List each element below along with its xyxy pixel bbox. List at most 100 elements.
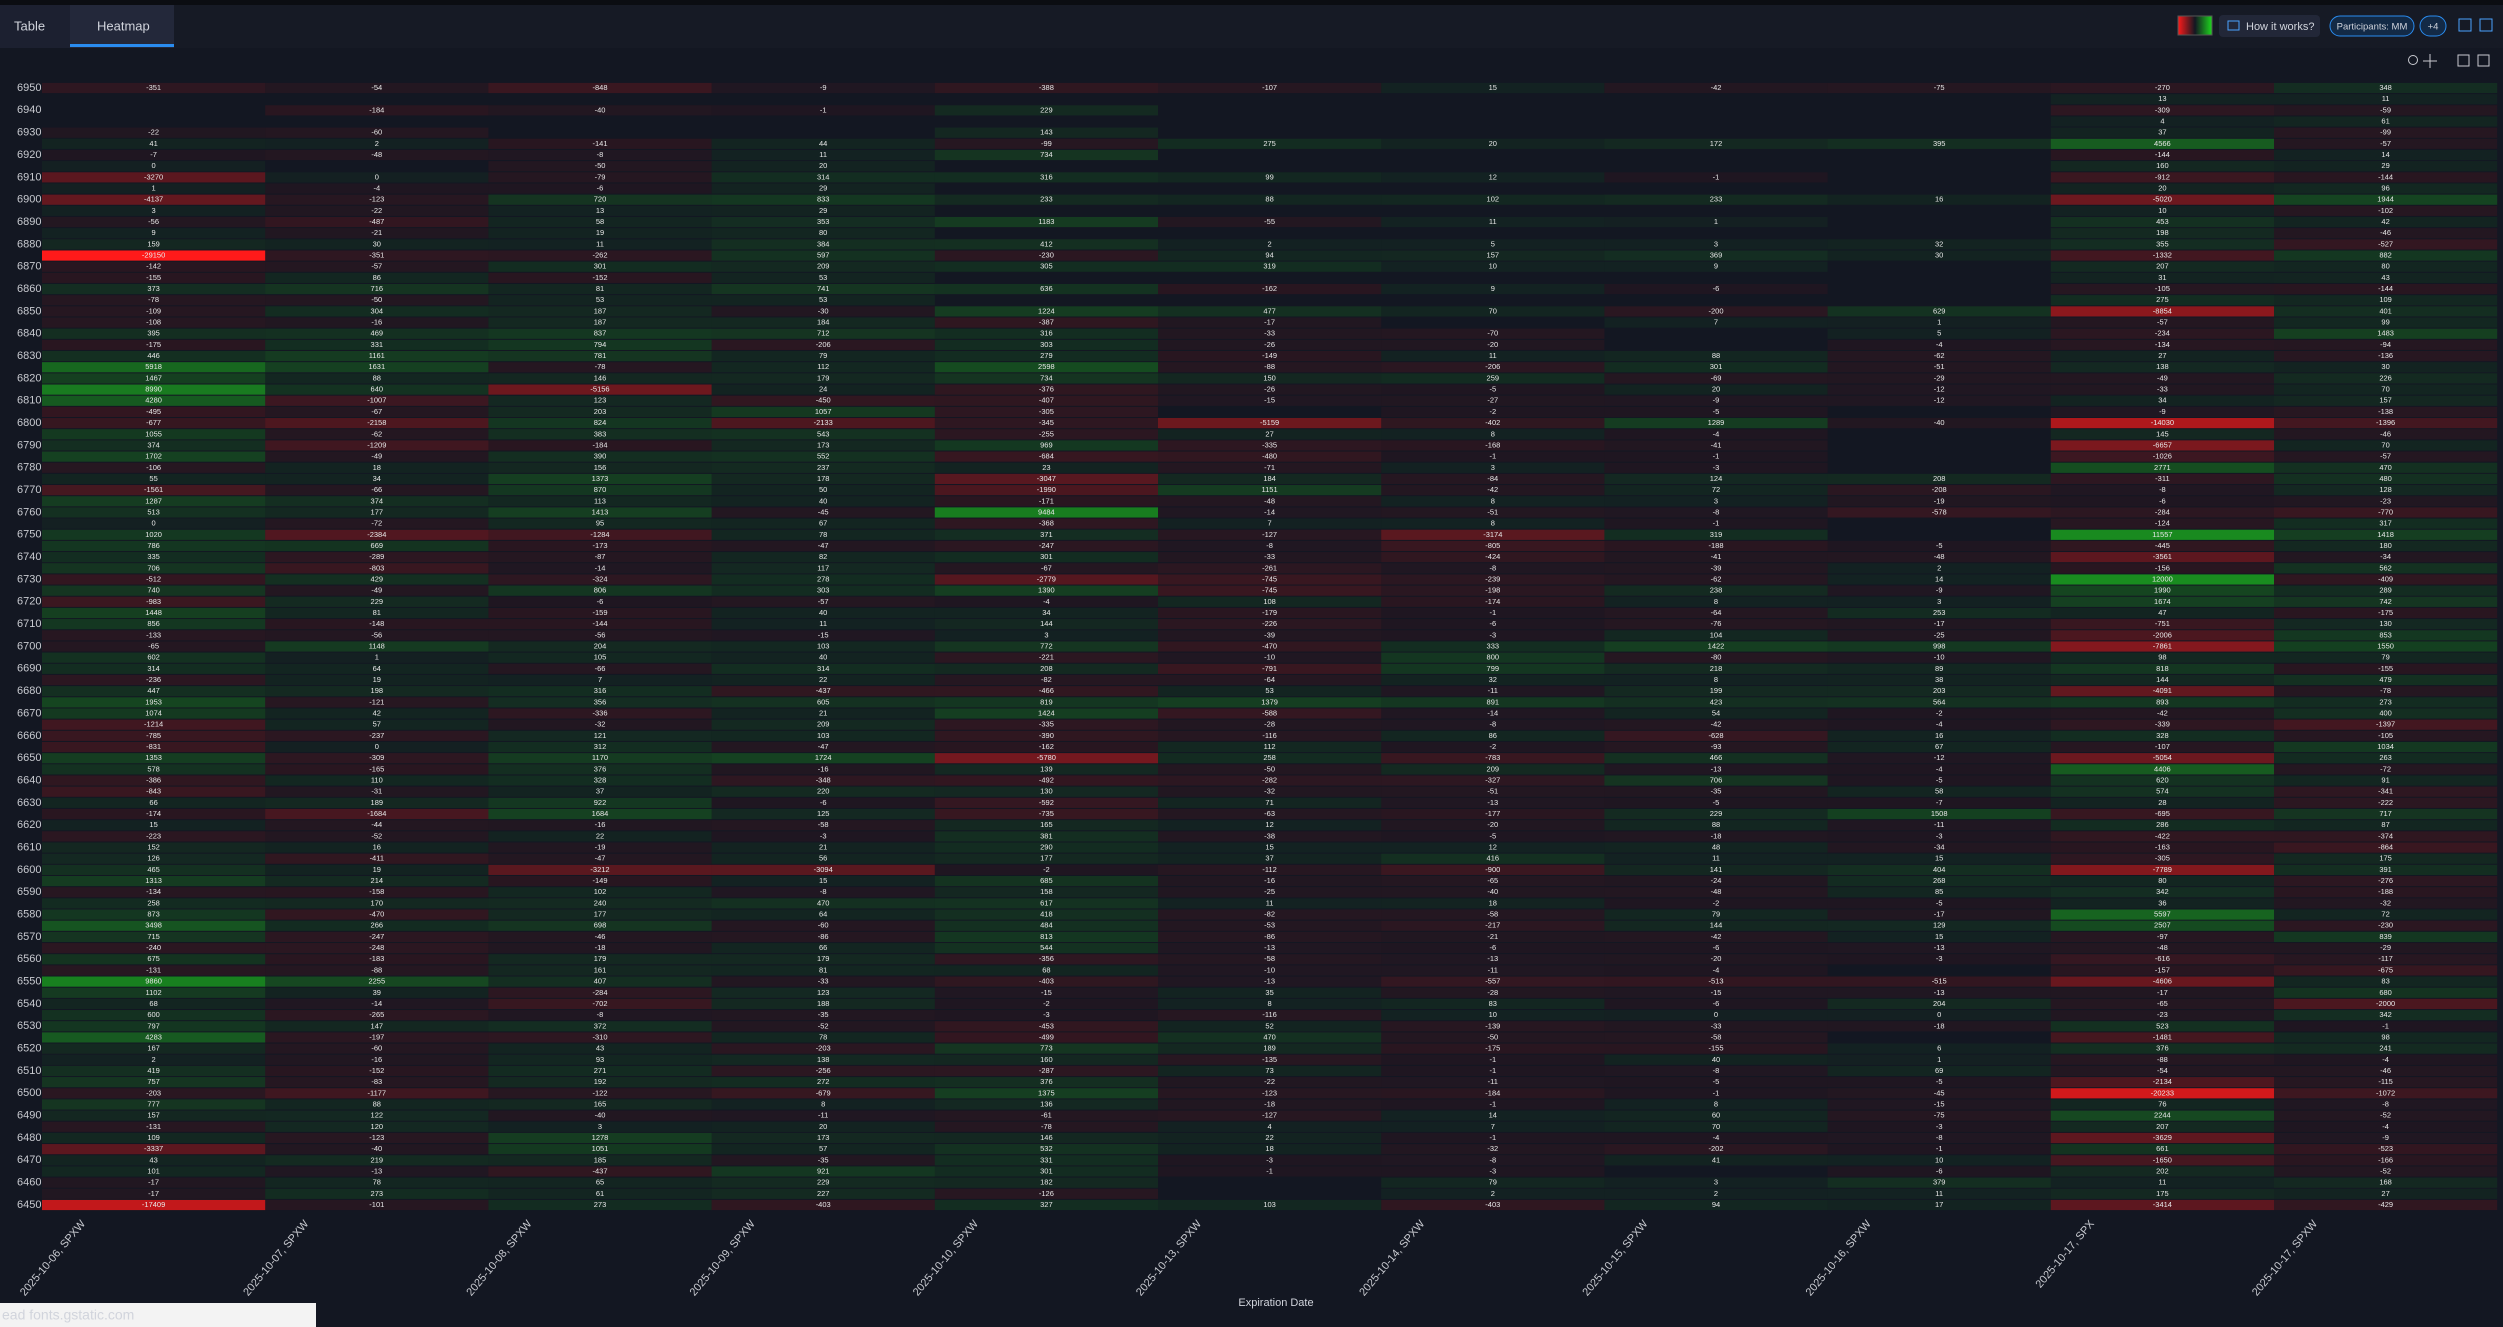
heatmap-cell bbox=[42, 954, 266, 965]
cell-value: -5054 bbox=[2153, 753, 2172, 762]
heatmap-cell bbox=[2274, 406, 2498, 418]
heatmap-cell bbox=[1604, 1199, 1828, 1211]
heatmap-cell bbox=[2050, 864, 2274, 875]
heatmap-cell bbox=[488, 987, 712, 998]
y-tick-label: 6540 bbox=[17, 998, 41, 1010]
cell-value: 263 bbox=[2379, 753, 2392, 762]
cell-value: 226 bbox=[2379, 373, 2392, 382]
cell-value: 800 bbox=[1487, 653, 1500, 662]
heatmap-cell bbox=[711, 563, 935, 574]
cell-value: -345 bbox=[1039, 418, 1054, 427]
heatmap-cell bbox=[1827, 82, 2051, 94]
cell-value: 173 bbox=[817, 440, 830, 449]
heatmap-cell bbox=[488, 552, 712, 563]
button[interactable] bbox=[2419, 15, 2447, 37]
cell-value: 715 bbox=[147, 932, 160, 941]
heatmap-cell bbox=[934, 775, 1158, 786]
cell-value: -106 bbox=[146, 463, 161, 472]
zoom-in[interactable] bbox=[2457, 54, 2470, 67]
heatmap-cell bbox=[934, 317, 1158, 328]
cell-value: -14030 bbox=[2151, 418, 2174, 427]
cell-value: -8 bbox=[1489, 1155, 1496, 1164]
heatmap-cell bbox=[1827, 373, 2051, 384]
cell-value: 18 bbox=[1489, 898, 1497, 907]
heatmap-cell bbox=[265, 585, 489, 596]
heatmap-cell bbox=[265, 1099, 489, 1110]
cell-value: 64 bbox=[373, 664, 381, 673]
heatmap-cell bbox=[2050, 954, 2274, 965]
cell-value: 99 bbox=[2381, 318, 2389, 327]
heatmap-cell bbox=[488, 607, 712, 619]
icon-button[interactable] bbox=[2458, 18, 2472, 32]
cell-value: -33 bbox=[1264, 552, 1275, 561]
button[interactable] bbox=[2329, 15, 2415, 37]
heatmap-cell bbox=[2050, 1043, 2274, 1054]
cell-value: -40 bbox=[371, 1144, 382, 1153]
cell-value: -135 bbox=[1262, 1055, 1277, 1064]
button-label[interactable]: +4 bbox=[2428, 22, 2439, 33]
cell-value: -5 bbox=[1936, 776, 1943, 785]
heatmap-cell bbox=[1158, 1054, 1382, 1065]
heatmap-cell bbox=[1158, 898, 1382, 909]
cell-value: 404 bbox=[1933, 865, 1946, 874]
heatmap-cell bbox=[1158, 730, 1382, 741]
zoom-out[interactable] bbox=[2477, 54, 2490, 67]
cell-value: -2158 bbox=[367, 418, 386, 427]
cell-value: -5020 bbox=[2153, 195, 2172, 204]
cell-value: 2 bbox=[1268, 239, 1272, 248]
color-scale[interactable] bbox=[2177, 15, 2213, 36]
heatmap-cell bbox=[1604, 842, 1828, 853]
heatmap-cell bbox=[711, 138, 935, 149]
y-tick-label: 6780 bbox=[17, 462, 41, 474]
heatmap-cell bbox=[1827, 306, 2051, 317]
button-label[interactable]: How it works? bbox=[2246, 21, 2314, 33]
cell-value: 4280 bbox=[145, 396, 162, 405]
cell-value: -247 bbox=[1039, 541, 1054, 550]
heatmap-cell bbox=[1604, 697, 1828, 708]
button[interactable] bbox=[2219, 15, 2320, 37]
heatmap-cell bbox=[488, 373, 712, 384]
cell-value: 3498 bbox=[145, 921, 162, 930]
tab[interactable]: Table bbox=[14, 18, 45, 33]
cell-value: -27 bbox=[1487, 396, 1498, 405]
heatmap-cell bbox=[2274, 764, 2498, 775]
cell-value: -48 bbox=[1264, 496, 1275, 505]
heatmap-cell bbox=[1158, 697, 1382, 708]
cell-value: 88 bbox=[373, 373, 381, 382]
heatmap-cell bbox=[1381, 552, 1605, 563]
cell-value: 0 bbox=[1714, 1010, 1718, 1019]
cell-value: -144 bbox=[2378, 172, 2393, 181]
pan-icon[interactable] bbox=[2423, 54, 2437, 68]
cell-value: 376 bbox=[1040, 1077, 1053, 1086]
heatmap-cell bbox=[711, 1121, 935, 1132]
cell-value: -40 bbox=[595, 105, 606, 114]
cell-value: -453 bbox=[1039, 1021, 1054, 1030]
cell-value: 253 bbox=[1933, 608, 1946, 617]
cell-value: 68 bbox=[1042, 965, 1050, 974]
cell-value: -864 bbox=[2378, 843, 2393, 852]
icon-button[interactable] bbox=[2479, 18, 2493, 32]
cell-value: 3 bbox=[1714, 239, 1718, 248]
heatmap-cell bbox=[2274, 1099, 2498, 1110]
cell-value: -247 bbox=[369, 932, 384, 941]
tab[interactable]: Heatmap bbox=[97, 18, 150, 33]
cell-value: 16 bbox=[373, 843, 381, 852]
cell-value: -6 bbox=[597, 597, 604, 606]
heatmap-cell bbox=[2050, 194, 2274, 205]
heatmap-cell bbox=[2050, 518, 2274, 529]
cell-value: -407 bbox=[1039, 396, 1054, 405]
cell-value: 369 bbox=[1710, 251, 1723, 260]
heatmap-cell bbox=[1158, 853, 1382, 864]
heatmap-cell bbox=[1604, 831, 1828, 842]
cell-value: -48 bbox=[1934, 552, 1945, 561]
button-label[interactable]: Participants: MM bbox=[2337, 22, 2408, 33]
toolbar bbox=[0, 5, 2503, 48]
cell-value: 669 bbox=[371, 541, 384, 550]
heatmap-cell bbox=[2274, 451, 2498, 462]
heatmap-cell bbox=[488, 831, 712, 842]
heatmap-cell bbox=[488, 920, 712, 931]
zoom-icon[interactable] bbox=[2408, 55, 2418, 65]
cell-value: -20233 bbox=[2151, 1088, 2174, 1097]
heatmap-cell bbox=[2050, 1110, 2274, 1121]
heatmap-cell bbox=[265, 563, 489, 574]
